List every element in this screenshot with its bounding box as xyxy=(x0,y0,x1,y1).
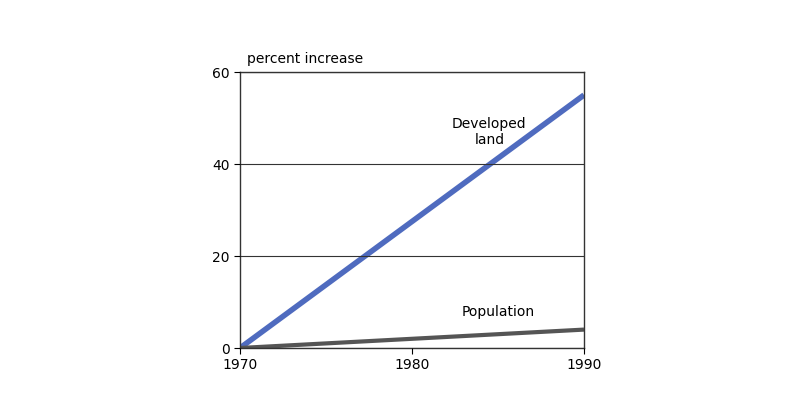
Text: Developed
land: Developed land xyxy=(452,117,526,147)
Text: percent increase: percent increase xyxy=(247,52,363,66)
Text: Population: Population xyxy=(462,306,534,320)
